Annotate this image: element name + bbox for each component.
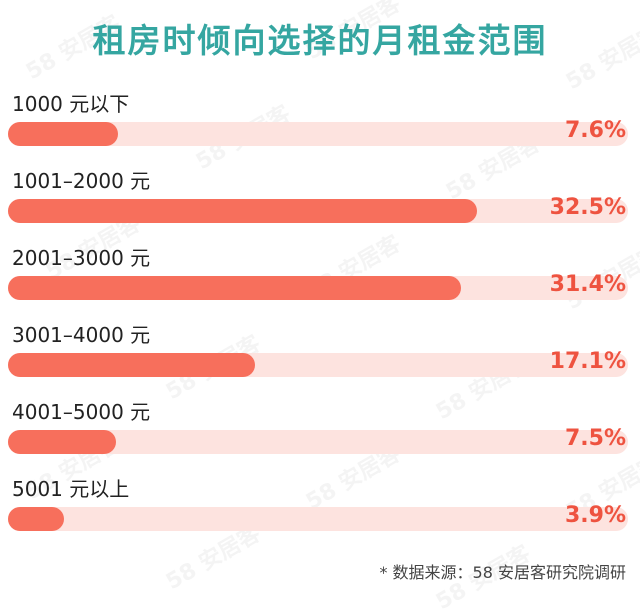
bar (8, 430, 117, 454)
bar (8, 122, 118, 146)
bar-track (8, 353, 628, 377)
value-label: 7.6% (564, 118, 626, 143)
bar (8, 276, 461, 300)
value-label: 32.5% (549, 195, 626, 220)
chart-title: 租房时倾向选择的月租金范围 (92, 21, 548, 60)
category-label: 4001–5000 元 (12, 400, 151, 424)
category-label: 1001–2000 元 (12, 169, 151, 193)
bar (8, 353, 255, 377)
bar (8, 199, 477, 223)
bar-track (8, 507, 628, 531)
category-label: 3001–4000 元 (12, 323, 151, 347)
source-note: * 数据来源：58 安居客研究院调研 (379, 563, 626, 582)
value-label: 31.4% (549, 272, 626, 297)
bar-track (8, 199, 628, 223)
category-label: 1000 元以下 (12, 92, 130, 116)
bar (8, 507, 65, 531)
category-label: 2001–3000 元 (12, 246, 151, 270)
value-label: 7.5% (564, 426, 626, 451)
bar-track (8, 276, 628, 300)
bar-track (8, 122, 628, 146)
bar-track (8, 430, 628, 454)
value-label: 17.1% (549, 349, 626, 374)
category-label: 5001 元以上 (12, 477, 130, 501)
value-label: 3.9% (564, 503, 626, 528)
